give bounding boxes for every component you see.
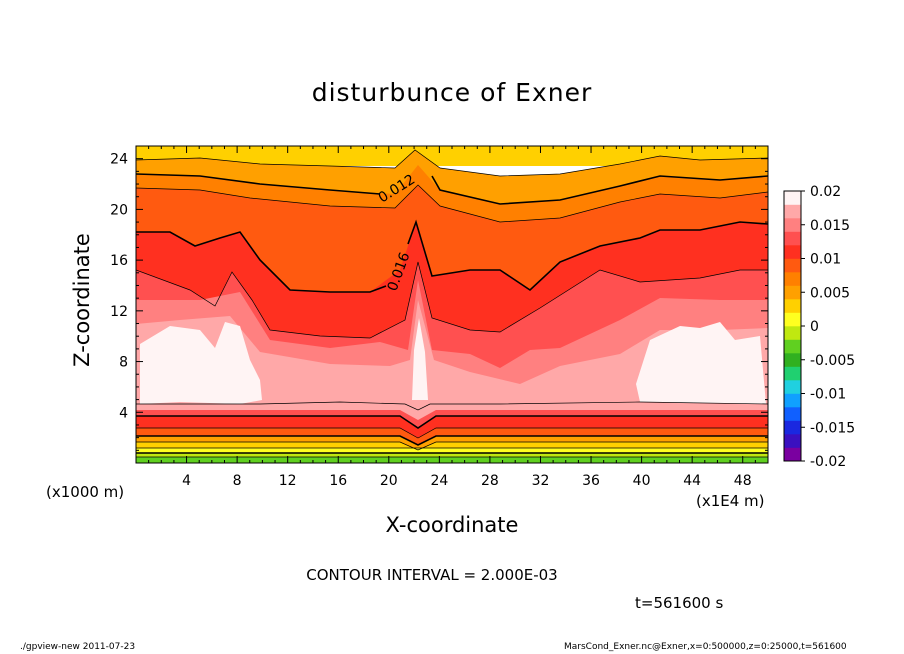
y-tick-label: 20 [110, 202, 128, 218]
y-tick-label: 16 [110, 253, 128, 269]
colorbar-swatch [784, 393, 801, 408]
contour-line [136, 149, 768, 177]
x-tick-label: 4 [182, 473, 191, 489]
colorbar-swatch [784, 272, 801, 286]
y-tick-label: 8 [119, 355, 128, 371]
region-white-left [140, 322, 262, 404]
contour-line [136, 261, 768, 339]
colorbar-tick-label: 0 [810, 319, 819, 335]
colorbar-tick-label: 0.005 [810, 285, 850, 301]
contour-line [136, 401, 768, 411]
contour-line [136, 435, 768, 446]
x-tick-label: 24 [430, 473, 448, 489]
colorbar-swatch [784, 380, 801, 394]
x-unit-label: (x1000 m) [46, 483, 125, 501]
colorbar-swatch [784, 353, 801, 367]
colorbar-swatch [784, 285, 801, 300]
contour-lines [136, 149, 768, 458]
colorbar-swatch [784, 258, 801, 273]
region-white-center [412, 318, 428, 400]
x-tick-label: 12 [279, 473, 297, 489]
region-white-right [636, 322, 766, 404]
x-tick-label: 36 [582, 473, 600, 489]
y-axis: 4 8 12 16 20 24 [110, 152, 768, 451]
band-top-yellow [136, 146, 768, 166]
colorbar-tick-label: -0.01 [810, 387, 846, 403]
y-tick-label: 12 [110, 304, 128, 320]
colorbar-tick-label: 0.015 [810, 218, 850, 234]
colorbar-swatch [784, 191, 801, 205]
x-tick-label: 8 [233, 473, 242, 489]
x-axis: 4 8 12 16 20 24 28 32 36 40 44 48 [148, 146, 756, 489]
plot-area [136, 146, 768, 463]
x-tick-label: 44 [683, 473, 701, 489]
colorbar-tick-label: 0.01 [810, 252, 841, 268]
chart-title: disturbunce of Exner [311, 78, 593, 107]
footer-left: ./gpview-new 2011-07-23 [20, 642, 136, 652]
colorbar-swatch [784, 204, 801, 219]
x-tick-label: 16 [329, 473, 347, 489]
y-tick-label: 4 [119, 405, 128, 421]
colorbar-swatch [784, 366, 801, 381]
x-tick-label: 32 [532, 473, 550, 489]
colorbar-swatch [784, 231, 801, 246]
colorbar-swatch [784, 299, 801, 313]
x-tick-label: 40 [633, 473, 651, 489]
y-axis-label: Z-coordinate [70, 233, 94, 367]
footer-right: MarsCond_Exner.nc@Exner,x=0:500000,z=0:2… [564, 642, 847, 652]
x-tick-label: 20 [380, 473, 398, 489]
colorbar-swatch [784, 312, 801, 327]
colorbar-swatch [784, 339, 801, 354]
contour-line [136, 427, 768, 439]
colorbar-swatch [784, 434, 801, 448]
colorbar-swatch [784, 420, 801, 435]
contour-interval: CONTOUR INTERVAL = 2.000E-03 [306, 566, 558, 584]
contour-line [136, 415, 768, 429]
colorbar-tick-label: -0.015 [810, 420, 855, 436]
x-axis-label: X-coordinate [385, 513, 519, 537]
colorbar-swatch [784, 407, 801, 421]
contour-line [136, 441, 768, 451]
colorbar: 0.02 0.015 0.01 0.005 0 -0.005 -0.01 -0.015 -0.0… [783, 184, 855, 470]
x-tick-label: 48 [734, 473, 752, 489]
y-tick-label: 24 [110, 152, 128, 168]
contour-line [136, 184, 768, 223]
time-label: t=561600 s [635, 594, 724, 612]
x-tick-label: 28 [481, 473, 499, 489]
colorbar-swatch [784, 245, 801, 259]
colorbar-swatch [784, 326, 801, 340]
colorbar-swatch [784, 447, 801, 462]
colorbar-swatch [784, 218, 801, 232]
colorbar-tick-label: -0.005 [810, 353, 855, 369]
x-scale-label: (x1E4 m) [696, 492, 765, 510]
colorbar-tick-label: 0.02 [810, 184, 841, 200]
colorbar-tick-label: -0.02 [810, 454, 846, 470]
contour-line [136, 173, 768, 205]
contour-line [136, 219, 768, 293]
